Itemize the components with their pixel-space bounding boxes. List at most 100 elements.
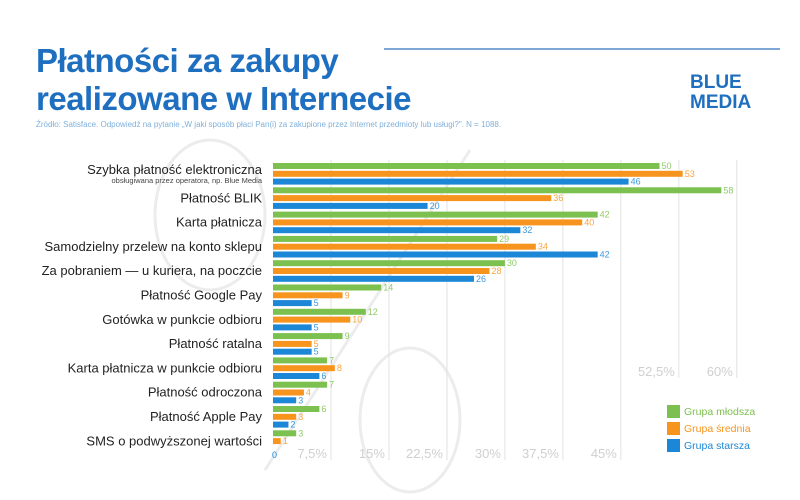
x-tick-label: 60% [707,364,733,379]
data-label: 58 [723,185,733,195]
category-label: SMS o podwyższonej wartości [86,433,262,448]
x-tick-label: 22,5% [406,446,443,461]
percent-watermark-icon [153,138,472,494]
bar [273,340,312,347]
data-label: 8 [337,363,342,373]
legend-swatch [667,439,680,452]
bar [273,308,366,315]
x-tick-label: 15% [359,446,385,461]
data-label: 42 [600,250,610,260]
data-label: 3 [298,428,303,438]
x-tick-label: 30% [475,446,501,461]
header-divider [384,48,780,50]
data-label: 7 [329,380,334,390]
title-line-1: Płatności za zakupy [36,42,339,79]
x-tick-label: 45% [591,446,617,461]
data-label: 5 [314,322,319,332]
data-label: 14 [383,283,393,293]
category-label: Gotówka w punkcie odbioru [102,312,262,327]
legend-label: Grupa starsza [684,440,750,452]
data-label: 32 [522,225,532,235]
data-label: 42 [600,210,610,220]
category-label: Płatność odroczona [148,385,263,400]
bar [273,163,660,169]
data-label: 9 [345,331,350,341]
bar [273,389,304,396]
data-label: 9 [345,290,350,300]
data-label: 3 [298,412,303,422]
data-label: 1 [283,436,288,446]
bar [273,178,629,185]
category-label: Za pobraniem — u kuriera, na poczcie [42,263,262,278]
data-label: 34 [538,242,548,252]
bar [273,348,312,355]
bar [273,421,289,428]
bar [273,227,521,234]
data-label: 20 [430,201,440,211]
bar [273,333,343,340]
data-label: 40 [584,217,594,227]
category-sublabel: obsługiwana przez operatora, np. Blue Me… [111,176,262,185]
bar [273,300,312,307]
logo-line-2: MEDIA [690,92,752,113]
bar [273,195,552,202]
data-label: 6 [321,404,326,414]
data-label: 36 [553,193,563,203]
data-label: 53 [685,169,695,179]
data-label: 26 [476,274,486,284]
data-label: 4 [306,388,311,398]
bar [273,202,428,209]
data-label: 28 [491,266,501,276]
bar [273,357,328,364]
category-label: Płatność Google Pay [141,288,263,303]
bar [273,324,312,331]
bar [273,187,722,194]
bar [273,406,320,412]
data-label: 12 [368,307,378,317]
category-label: Płatność ratalna [169,336,263,351]
bar [273,260,505,267]
x-tick-label: 0 [272,450,277,460]
data-label: 5 [314,339,319,349]
bar [273,219,583,226]
category-label: Płatność BLIK [180,190,262,205]
category-label: Płatność Apple Pay [150,409,263,424]
title-line-2: realizowane w Internecie [36,80,411,117]
data-label: 6 [321,371,326,381]
bar [273,316,351,323]
bar [273,430,297,437]
category-label: Samodzielny przelew na konto sklepu [44,239,262,254]
data-label: 5 [314,298,319,308]
bar [273,275,474,282]
data-label: 2 [290,420,295,430]
category-label: Karta płatnicza w punkcie odbioru [68,360,262,375]
bar [273,251,598,258]
bar [273,381,328,388]
legend-label: Grupa średnia [684,423,751,435]
bar [273,284,382,291]
source-note: Źródło: Satisface. Odpowiedź na pytanie … [36,120,502,129]
category-label: Karta płatnicza [176,215,263,230]
x-tick-label: 52,5% [638,364,675,379]
bar [273,373,320,379]
data-label: 30 [507,258,517,268]
data-label: 10 [352,315,362,325]
logo-line-1: BLUE [690,72,742,93]
page-title: Płatności za zakupy realizowane w Intern… [36,42,411,118]
bar [273,243,536,250]
data-label: 50 [662,161,672,171]
bar [273,292,343,299]
bar [273,365,335,372]
data-label: 29 [499,234,509,244]
bar [273,413,297,420]
x-tick-label: 37,5% [522,446,559,461]
bar [273,438,281,445]
bar [273,211,598,218]
data-label: 7 [329,355,334,365]
legend-label: Grupa młodsza [684,406,755,418]
x-tick-label: 7,5% [297,446,327,461]
bar [273,397,297,404]
bar [273,268,490,274]
data-label: 46 [631,177,641,187]
